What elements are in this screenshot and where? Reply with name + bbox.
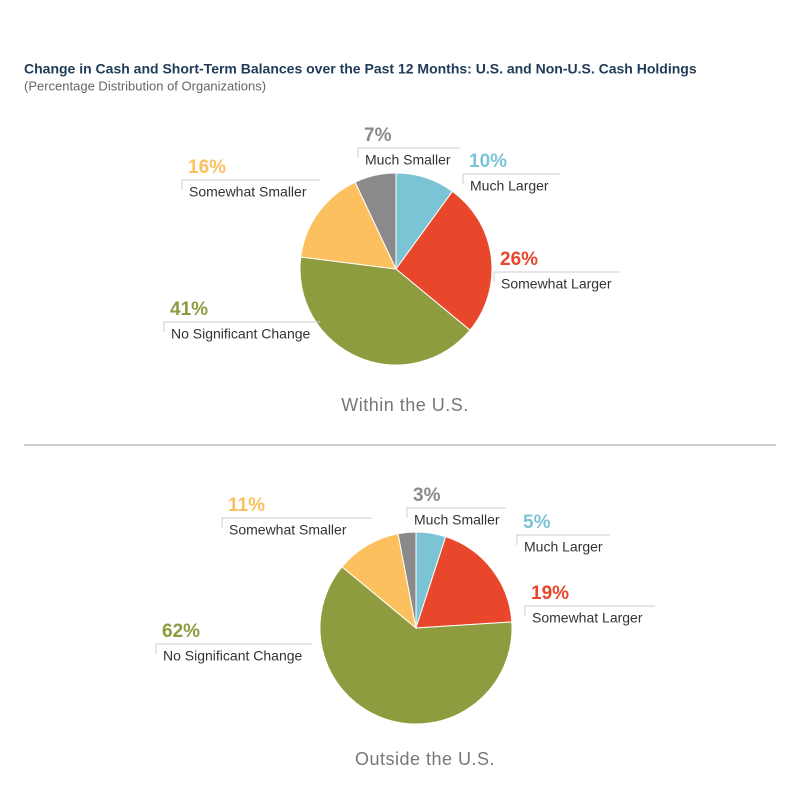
category-label: No Significant Change <box>171 326 311 342</box>
pie-slice <box>341 533 417 630</box>
leader-line <box>155 643 312 654</box>
pie-title: Within the U.S. <box>341 395 469 415</box>
pie-slice <box>299 256 471 366</box>
value-label: 3% <box>413 485 441 506</box>
category-label: Much Smaller <box>414 512 500 528</box>
chart-subtitle: (Percentage Distribution of Organization… <box>24 78 266 93</box>
category-label: No Significant Change <box>163 648 303 664</box>
leader-line <box>163 321 320 332</box>
pie-slice <box>415 536 513 629</box>
value-label: 41% <box>170 299 208 320</box>
pie-slice <box>354 172 397 270</box>
category-label: Much Larger <box>524 539 603 555</box>
category-label: Somewhat Smaller <box>189 184 307 200</box>
category-label: Much Larger <box>470 178 549 194</box>
pie-title: Outside the U.S. <box>355 749 495 769</box>
value-label: 62% <box>162 621 200 642</box>
leader-line <box>181 179 320 190</box>
category-label: Somewhat Larger <box>532 610 643 626</box>
leader-line <box>221 517 372 528</box>
category-label: Somewhat Smaller <box>229 522 347 538</box>
category-label: Somewhat Larger <box>501 276 612 292</box>
value-label: 11% <box>228 495 265 516</box>
value-label: 16% <box>188 157 226 178</box>
leader-line <box>406 507 506 518</box>
leader-line <box>524 605 655 616</box>
value-label: 19% <box>531 583 569 604</box>
leader-line <box>493 271 620 282</box>
leader-line <box>516 534 610 545</box>
value-label: 26% <box>500 249 538 270</box>
pie-slice <box>395 190 493 331</box>
leader-line <box>357 147 460 158</box>
value-label: 5% <box>523 512 551 533</box>
value-label: 10% <box>469 151 507 172</box>
pie-slice <box>319 566 513 725</box>
pie-slice <box>397 531 417 629</box>
chart-title: Change in Cash and Short-Term Balances o… <box>24 61 697 77</box>
value-label: 7% <box>364 125 392 146</box>
leader-line <box>462 173 560 184</box>
category-label: Much Smaller <box>365 152 451 168</box>
pie-slice <box>300 181 397 270</box>
